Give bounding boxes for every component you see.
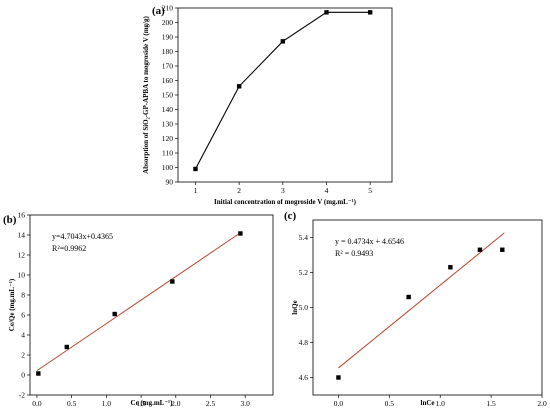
y-tick-label: 5.0 (299, 303, 309, 312)
y-tick-label: 0 (21, 371, 25, 380)
x-tick-label: 1.0 (102, 399, 112, 408)
chart-panel-3: (c) 0.0 0.5 1.0 1.5 2.0 4.6 4.8 5.0 5.2 5.4 lnCe lnQ… (284, 210, 547, 408)
y-tick-label: 4.6 (299, 373, 309, 382)
x-tick-label: 1.5 (486, 399, 496, 408)
data-point (238, 231, 243, 236)
data-point (336, 375, 341, 380)
y-tick-label: 120 (162, 134, 174, 143)
fit-line (338, 232, 505, 369)
x-tick-label: 1.5 (136, 399, 146, 408)
y-tick-label: 130 (162, 120, 174, 129)
data-point (112, 311, 117, 317)
y-tick-label: 170 (162, 62, 174, 71)
x-tick-label: 2.0 (537, 399, 547, 408)
data-point (406, 294, 411, 300)
y-tick-label: 180 (162, 47, 174, 56)
data-point (64, 344, 69, 350)
x-tick-label: 5 (368, 186, 372, 195)
data-point (500, 247, 505, 252)
panel-label: (b) (3, 214, 17, 226)
x-tick-label: 0.0 (334, 399, 344, 408)
y-tick-label: 16 (18, 211, 26, 220)
y-tick-label: 140 (162, 105, 174, 114)
y-tick-label: 190 (162, 33, 174, 42)
series-line (194, 11, 371, 170)
y-axis-title: Ce/Qe (mg.mL⁻¹) (8, 278, 16, 331)
y-tick-label: 4 (21, 331, 25, 340)
plot-frame (312, 219, 543, 396)
fit-equation: y = 0.4734x + 4.6546 (335, 237, 404, 246)
fit-r-squared: R² = 0.9493 (335, 249, 373, 258)
data-point (280, 39, 286, 44)
panel-label: (c) (284, 210, 297, 222)
y-tick-label: 8 (21, 291, 25, 300)
y-tick-label: 110 (162, 149, 173, 158)
data-point (324, 10, 329, 15)
data-point (193, 166, 198, 172)
y-tick-label: 210 (162, 4, 174, 13)
x-tick-label: 1.0 (436, 399, 446, 408)
y-tick-label: -2 (19, 391, 25, 400)
chart-panel-2: (b) 0.0 0.5 1.0 1.5 2.0 2.5 3.0 -2 0 2 4 6 8 10 12 14 16 C… (3, 211, 274, 408)
x-tick-label: 0.5 (67, 399, 77, 408)
y-tick-label: 10 (18, 271, 26, 280)
plot-frame (29, 214, 274, 396)
y-axis-title: Absorption of SiO₂-GP-APBA to mogroside … (142, 16, 150, 174)
y-tick-label: 2 (21, 351, 25, 360)
y-tick-label: 150 (162, 91, 174, 100)
data-point (36, 371, 41, 376)
y-tick-label: 4.8 (299, 338, 309, 347)
fit-line (36, 231, 243, 372)
x-tick-label: 0.5 (385, 399, 395, 408)
x-tick-label: 1 (194, 186, 198, 195)
y-axis-title: lnQe (291, 300, 299, 314)
data-point (448, 265, 453, 270)
x-tick-label: 4 (325, 186, 329, 195)
data-point (367, 10, 373, 15)
y-tick-label: 200 (162, 18, 174, 27)
data-point (170, 279, 175, 284)
chart-panel-1: (a) 1 2 3 4 5 90 100 110 120 130 140 150 160 170 180 190… (142, 4, 393, 206)
y-tick-label: 12 (18, 251, 26, 260)
x-axis-title: Ce (mg.mL⁻¹) (131, 399, 174, 407)
x-tick-label: 2.5 (206, 399, 216, 408)
data-point (236, 84, 242, 89)
y-tick-label: 14 (18, 231, 26, 240)
panel-label: (a) (152, 5, 165, 17)
x-tick-label: 0.0 (32, 399, 42, 408)
y-tick-label: 160 (162, 76, 174, 85)
x-tick-label: 3.0 (241, 399, 251, 408)
y-tick-label: 90 (166, 178, 174, 187)
plot-frame (177, 7, 393, 183)
y-tick-label: 5.2 (299, 268, 309, 277)
fit-r-squared: R²=0.9962 (52, 244, 86, 253)
x-tick-label: 2.0 (171, 399, 181, 408)
x-axis-title: Initial concentration of mogroside V (mg… (214, 198, 357, 206)
y-tick-label: 5.4 (299, 233, 309, 242)
y-tick-label: 100 (162, 163, 174, 172)
x-tick-label: 2 (237, 186, 241, 195)
fit-equation: y=4.7043x+0.4365 (52, 232, 113, 241)
x-axis-title: lnCe (421, 399, 435, 407)
data-point (477, 247, 483, 252)
y-tick-label: 6 (21, 311, 25, 320)
x-tick-label: 3 (281, 186, 285, 195)
